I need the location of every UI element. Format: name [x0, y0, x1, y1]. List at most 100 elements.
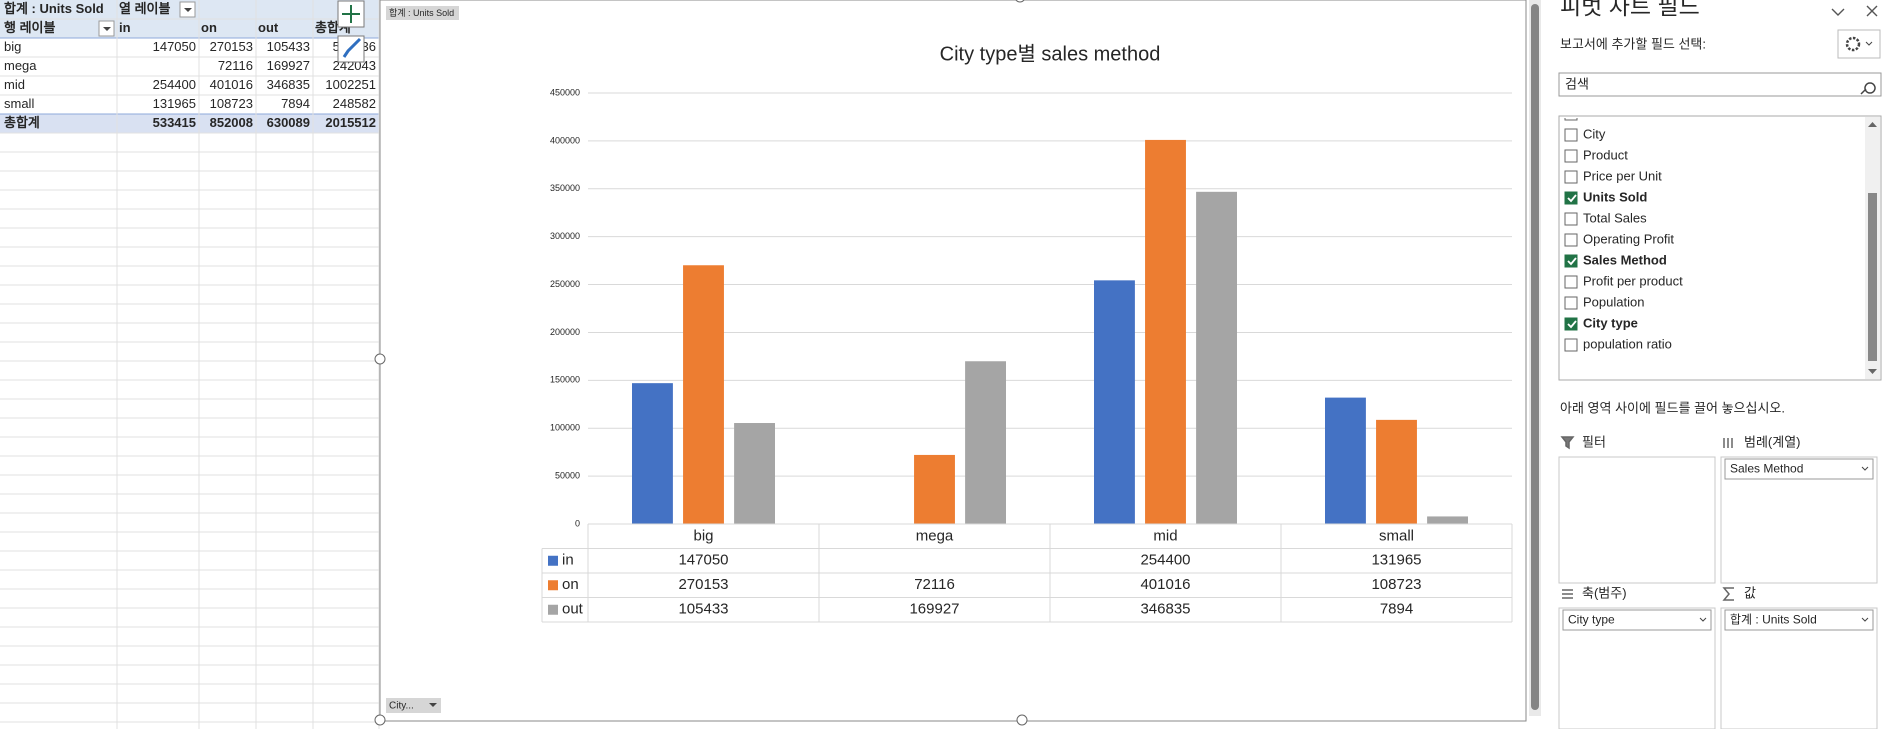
- y-tick-label: 0: [575, 518, 580, 528]
- pane-title: 피벗 차트 필드: [1560, 0, 1700, 19]
- table-value: 108723: [1371, 576, 1421, 593]
- cell-value: 630089: [267, 115, 310, 130]
- area-item-label[interactable]: 합계 : Units Sold: [1730, 613, 1817, 627]
- resize-handle[interactable]: [374, 353, 386, 365]
- y-tick-label: 200000: [550, 327, 580, 337]
- check-mark: [1567, 320, 1577, 329]
- bar: [1094, 280, 1135, 524]
- checkbox[interactable]: [1564, 233, 1578, 247]
- y-tick-label: 150000: [550, 375, 580, 385]
- field-name[interactable]: Units Sold: [1583, 189, 1647, 204]
- bar: [965, 361, 1006, 524]
- axis-field-button: City...: [389, 701, 414, 712]
- table-value: 401016: [1140, 576, 1190, 593]
- scroll-thumb[interactable]: [1531, 4, 1539, 710]
- row-header: big: [4, 39, 21, 54]
- field-items: State City Product Price per Unit Units Sold…: [1564, 105, 1683, 352]
- field-button[interactable]: [386, 698, 441, 713]
- cell-value: 270153: [210, 39, 253, 54]
- field-name[interactable]: population ratio: [1583, 336, 1672, 351]
- field-name[interactable]: City type: [1583, 315, 1638, 330]
- field-button[interactable]: [386, 6, 459, 20]
- search-placeholder: 검색: [1565, 76, 1589, 91]
- field-name[interactable]: Operating Profit: [1583, 231, 1674, 246]
- row-label: 행 레이블: [4, 20, 55, 35]
- item-arrow: [1861, 617, 1869, 622]
- table-value: 254400: [1140, 552, 1190, 569]
- resize-handle[interactable]: [1015, 0, 1025, 3]
- resize-handle[interactable]: [1016, 714, 1028, 726]
- legend-key: [548, 580, 558, 591]
- x-tick-label: mid: [1153, 527, 1177, 544]
- check-mark: [1567, 257, 1577, 266]
- chart-title: City type별 sales method: [940, 42, 1161, 65]
- legend-label: out: [562, 601, 584, 618]
- area-item-label[interactable]: Sales Method: [1730, 462, 1803, 476]
- area-icon: [1560, 436, 1575, 450]
- y-tick-label: 250000: [550, 279, 580, 289]
- checkbox[interactable]: [1564, 296, 1578, 310]
- area-item-label[interactable]: City type: [1568, 613, 1615, 627]
- table-value: 169927: [909, 601, 959, 618]
- cell-value: 1002251: [325, 77, 376, 92]
- cell-value: 248582: [333, 96, 376, 111]
- bar: [734, 423, 775, 524]
- gear-icon: [1845, 36, 1861, 52]
- x-tick-label: big: [693, 527, 713, 544]
- checkbox[interactable]: [1564, 338, 1578, 352]
- field-name[interactable]: City: [1583, 126, 1606, 141]
- item-arrow: [1699, 617, 1707, 622]
- drag-hint: 아래 영역 사이에 필드를 끌어 놓으십시오.: [1560, 400, 1785, 415]
- checkbox[interactable]: [1564, 254, 1578, 268]
- checkbox[interactable]: [1564, 191, 1578, 205]
- bar: [914, 454, 955, 524]
- x-tick-label: mega: [916, 527, 954, 544]
- cell-value: 169927: [267, 58, 310, 73]
- area-item[interactable]: [1724, 458, 1874, 480]
- checkbox[interactable]: [1564, 128, 1578, 142]
- field-name[interactable]: State: [1583, 105, 1613, 120]
- checkbox[interactable]: [1564, 108, 1578, 121]
- field-button-arrow: [429, 703, 437, 707]
- search-box[interactable]: [1558, 72, 1882, 97]
- list-scroll-thumb[interactable]: [1868, 193, 1877, 361]
- bar: [1325, 397, 1366, 524]
- resize-handle[interactable]: [374, 714, 386, 726]
- row-header: 총합계: [4, 115, 40, 130]
- field-name[interactable]: Sales Method: [1583, 252, 1667, 267]
- legend-key: [548, 555, 558, 566]
- checkbox[interactable]: [1564, 170, 1578, 184]
- field-list: [1558, 115, 1882, 381]
- column-header: out: [258, 20, 279, 35]
- field-name[interactable]: Price per Unit: [1583, 168, 1662, 183]
- area-icon: [1562, 589, 1573, 599]
- table-value: 7894: [1380, 601, 1413, 618]
- checkbox[interactable]: [1564, 275, 1578, 289]
- field-name[interactable]: Product: [1583, 147, 1628, 162]
- row-header: mega: [4, 58, 37, 73]
- column-label: 열 레이블: [119, 1, 170, 16]
- table-value: 72116: [914, 576, 955, 593]
- table-value: 105433: [678, 601, 728, 618]
- pivot-chart: 합계 : Units Sold City... City type별 sales m…: [374, 0, 1513, 726]
- field-name[interactable]: Profit per product: [1583, 273, 1683, 288]
- cell-value: 401016: [210, 77, 253, 92]
- cell-value: 852008: [210, 115, 253, 130]
- filter-arrow: [103, 27, 111, 31]
- checkbox[interactable]: [1564, 149, 1578, 163]
- collapse-icon[interactable]: [1831, 5, 1878, 17]
- y-tick-label: 50000: [555, 470, 580, 480]
- x-tick-label: small: [1379, 527, 1414, 544]
- chart-area[interactable]: [379, 0, 1527, 722]
- field-name[interactable]: Population: [1583, 294, 1644, 309]
- area-item[interactable]: [1562, 609, 1712, 631]
- checkbox[interactable]: [1564, 212, 1578, 226]
- field-name[interactable]: Total Sales: [1583, 210, 1647, 225]
- checkbox[interactable]: [1564, 317, 1578, 331]
- area-item[interactable]: [1724, 609, 1874, 631]
- column-header: in: [119, 20, 131, 35]
- cell-value: 147050: [153, 39, 196, 54]
